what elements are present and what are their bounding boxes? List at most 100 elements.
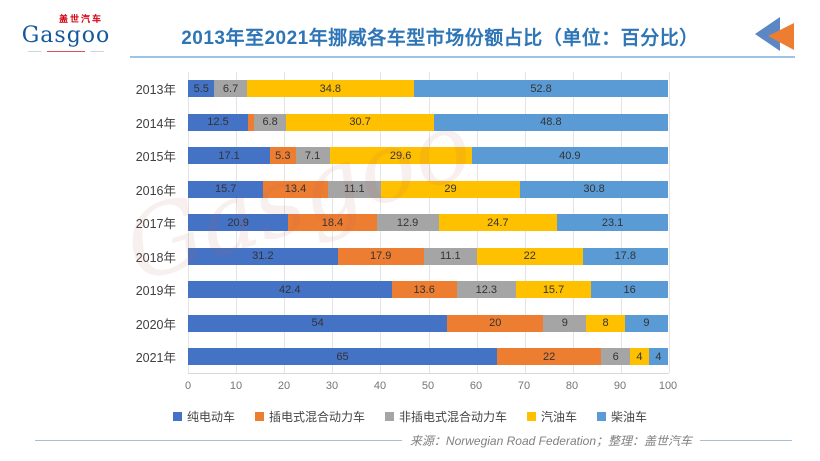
bar-segment: 13.6 <box>391 281 457 299</box>
legend-label: 汽油车 <box>541 410 578 424</box>
axis-tick-label: 30 <box>325 380 339 392</box>
bar-segment <box>248 113 254 131</box>
axis-tick-label: 100 <box>658 380 678 392</box>
bar-track: 15.7 13.4 11.1 29 30.8 <box>188 180 668 198</box>
bar-segment: 40.9 <box>471 147 668 165</box>
chart-row: 2019年 42.4 13.6 12.3 15.7 16 <box>0 273 668 307</box>
bar-track: 31.2 17.9 11.1 22 17.8 <box>188 247 668 265</box>
bar-segment: 11.1 <box>327 180 381 198</box>
divider-line <box>700 440 792 441</box>
chart-row: 2016年 15.7 13.4 11.1 29 30.8 <box>0 173 668 207</box>
bar-segment: 12.3 <box>456 281 516 299</box>
chart-row: 2015年 17.1 5.3 7.1 29.6 40.9 <box>0 139 668 173</box>
stacked-bar-chart: Gasgoo 2013年5.56.734.852.82014年12.56.830… <box>0 72 820 424</box>
legend-item: 插电式混合动力车 <box>254 408 365 425</box>
bar-segment: 12.9 <box>376 214 439 232</box>
bar-segment: 65 <box>188 348 497 366</box>
legend-swatch <box>527 412 536 421</box>
bar-segment: 4 <box>648 348 668 366</box>
legend-item: 纯电动车 <box>172 408 235 425</box>
axis-tick-label: 80 <box>565 380 579 392</box>
chart-row: 2014年 12.5 6.8 30.7 48.8 <box>0 106 668 140</box>
bar-segment: 52.8 <box>414 80 668 98</box>
bar-segment: 16 <box>591 281 668 299</box>
bar-track: 20.9 18.4 12.9 24.7 23.1 <box>188 214 668 232</box>
axis-tick-label: 70 <box>517 380 531 392</box>
blue-triangle-icon <box>755 17 780 51</box>
axis-tick-label: 0 <box>184 380 192 392</box>
chart-row: 2017年 20.9 18.4 12.9 24.7 23.1 <box>0 206 668 240</box>
bar-segment: 29 <box>380 180 521 198</box>
bar-segment: 9 <box>543 314 587 332</box>
bar-segment: 18.4 <box>288 214 377 232</box>
bar-segment: 9 <box>624 314 669 332</box>
legend-label: 非插电式混合动力车 <box>398 410 507 424</box>
bar-segment: 7.1 <box>295 147 330 165</box>
chart-rows: 2013年 5.5 6.7 34.8 52.8 2014年 12.5 6.8 30.7 48.8 2… <box>0 72 669 374</box>
bar-segment: 13.4 <box>263 180 328 198</box>
divider-line <box>35 440 402 441</box>
page-title: 2013年至2021年挪威各车型市场份额占比（单位：百分比） <box>181 28 699 49</box>
legend-label: 插电式混合动力车 <box>268 410 365 424</box>
axis-tick-label: 10 <box>229 380 243 392</box>
axis-tick-label: 20 <box>277 380 291 392</box>
category-label: 2013年 <box>135 83 176 98</box>
bar-segment: 29.6 <box>329 147 472 165</box>
bar-track: 65 22 6 4 4 <box>188 348 668 366</box>
category-label: 2018年 <box>135 250 176 265</box>
axis-tick-label: 40 <box>373 380 387 392</box>
bar-segment: 20 <box>447 314 544 332</box>
bar-track: 5.5 6.7 34.8 52.8 <box>188 80 668 98</box>
bar-segment: 34.8 <box>246 80 415 98</box>
legend-label: 纯电动车 <box>186 410 235 424</box>
bar-track: 12.5 6.8 30.7 48.8 <box>188 113 668 131</box>
source-text: 来源：Norwegian Road Federation；整理：盖世汽车 <box>409 434 692 448</box>
title-underline <box>130 56 795 58</box>
legend-label: 柴油车 <box>611 410 648 424</box>
category-label: 2017年 <box>135 217 176 232</box>
bar-segment: 5.3 <box>270 147 296 165</box>
bar-segment: 6.8 <box>253 113 287 131</box>
x-axis: 0 10 20 30 40 50 60 70 80 90 100 <box>184 380 677 394</box>
bar-segment: 31.2 <box>188 247 338 265</box>
axis-tick-label: 90 <box>613 380 627 392</box>
category-label: 2020年 <box>135 317 176 332</box>
bar-segment: 20.9 <box>188 214 289 232</box>
bar-segment: 11.1 <box>423 247 477 265</box>
bar-segment: 6.7 <box>214 80 247 98</box>
legend-item: 柴油车 <box>597 408 647 425</box>
bar-segment: 22 <box>476 247 583 265</box>
chart-row: 2018年 31.2 17.9 11.1 22 17.8 <box>0 240 668 274</box>
bar-segment: 15.7 <box>188 180 264 198</box>
axis-tick-label: 60 <box>469 380 483 392</box>
gasgoo-logo: 盖世汽车 Gasgoo <box>16 12 116 54</box>
category-label: 2021年 <box>135 351 176 366</box>
bar-segment: 8 <box>586 314 625 332</box>
bar-segment: 48.8 <box>433 113 668 131</box>
bar-track: 54 20 9 8 9 <box>188 314 669 332</box>
bar-segment: 17.9 <box>337 247 424 265</box>
bar-segment: 12.5 <box>188 113 248 131</box>
legend-swatch <box>597 412 607 421</box>
double-triangle-icon <box>755 17 794 51</box>
bar-segment: 17.1 <box>188 147 271 165</box>
bar-segment: 6 <box>601 348 630 366</box>
legend-swatch <box>384 412 394 421</box>
bar-segment: 24.7 <box>438 214 558 232</box>
chart-row: 2021年 65 22 6 4 4 <box>0 340 668 374</box>
axis-tick-label: 50 <box>421 380 435 392</box>
bar-segment: 30.8 <box>520 180 668 198</box>
legend: 纯电动车 插电式混合动力车 非插电式混合动力车 汽油车 柴油车 <box>0 408 820 425</box>
source-note: 来源：Norwegian Road Federation；整理：盖世汽车 <box>35 432 792 449</box>
gridline <box>669 72 670 373</box>
legend-item: 非插电式混合动力车 <box>384 408 507 425</box>
legend-swatch <box>172 412 182 421</box>
logo-chinese-text: 盖世汽车 <box>58 14 103 24</box>
bar-segment: 42.4 <box>188 281 392 299</box>
bar-track: 42.4 13.6 12.3 15.7 16 <box>188 281 668 299</box>
legend-item: 汽油车 <box>527 408 577 425</box>
bar-segment: 15.7 <box>515 281 592 299</box>
bar-segment: 4 <box>629 348 649 366</box>
bar-segment: 23.1 <box>557 214 668 232</box>
